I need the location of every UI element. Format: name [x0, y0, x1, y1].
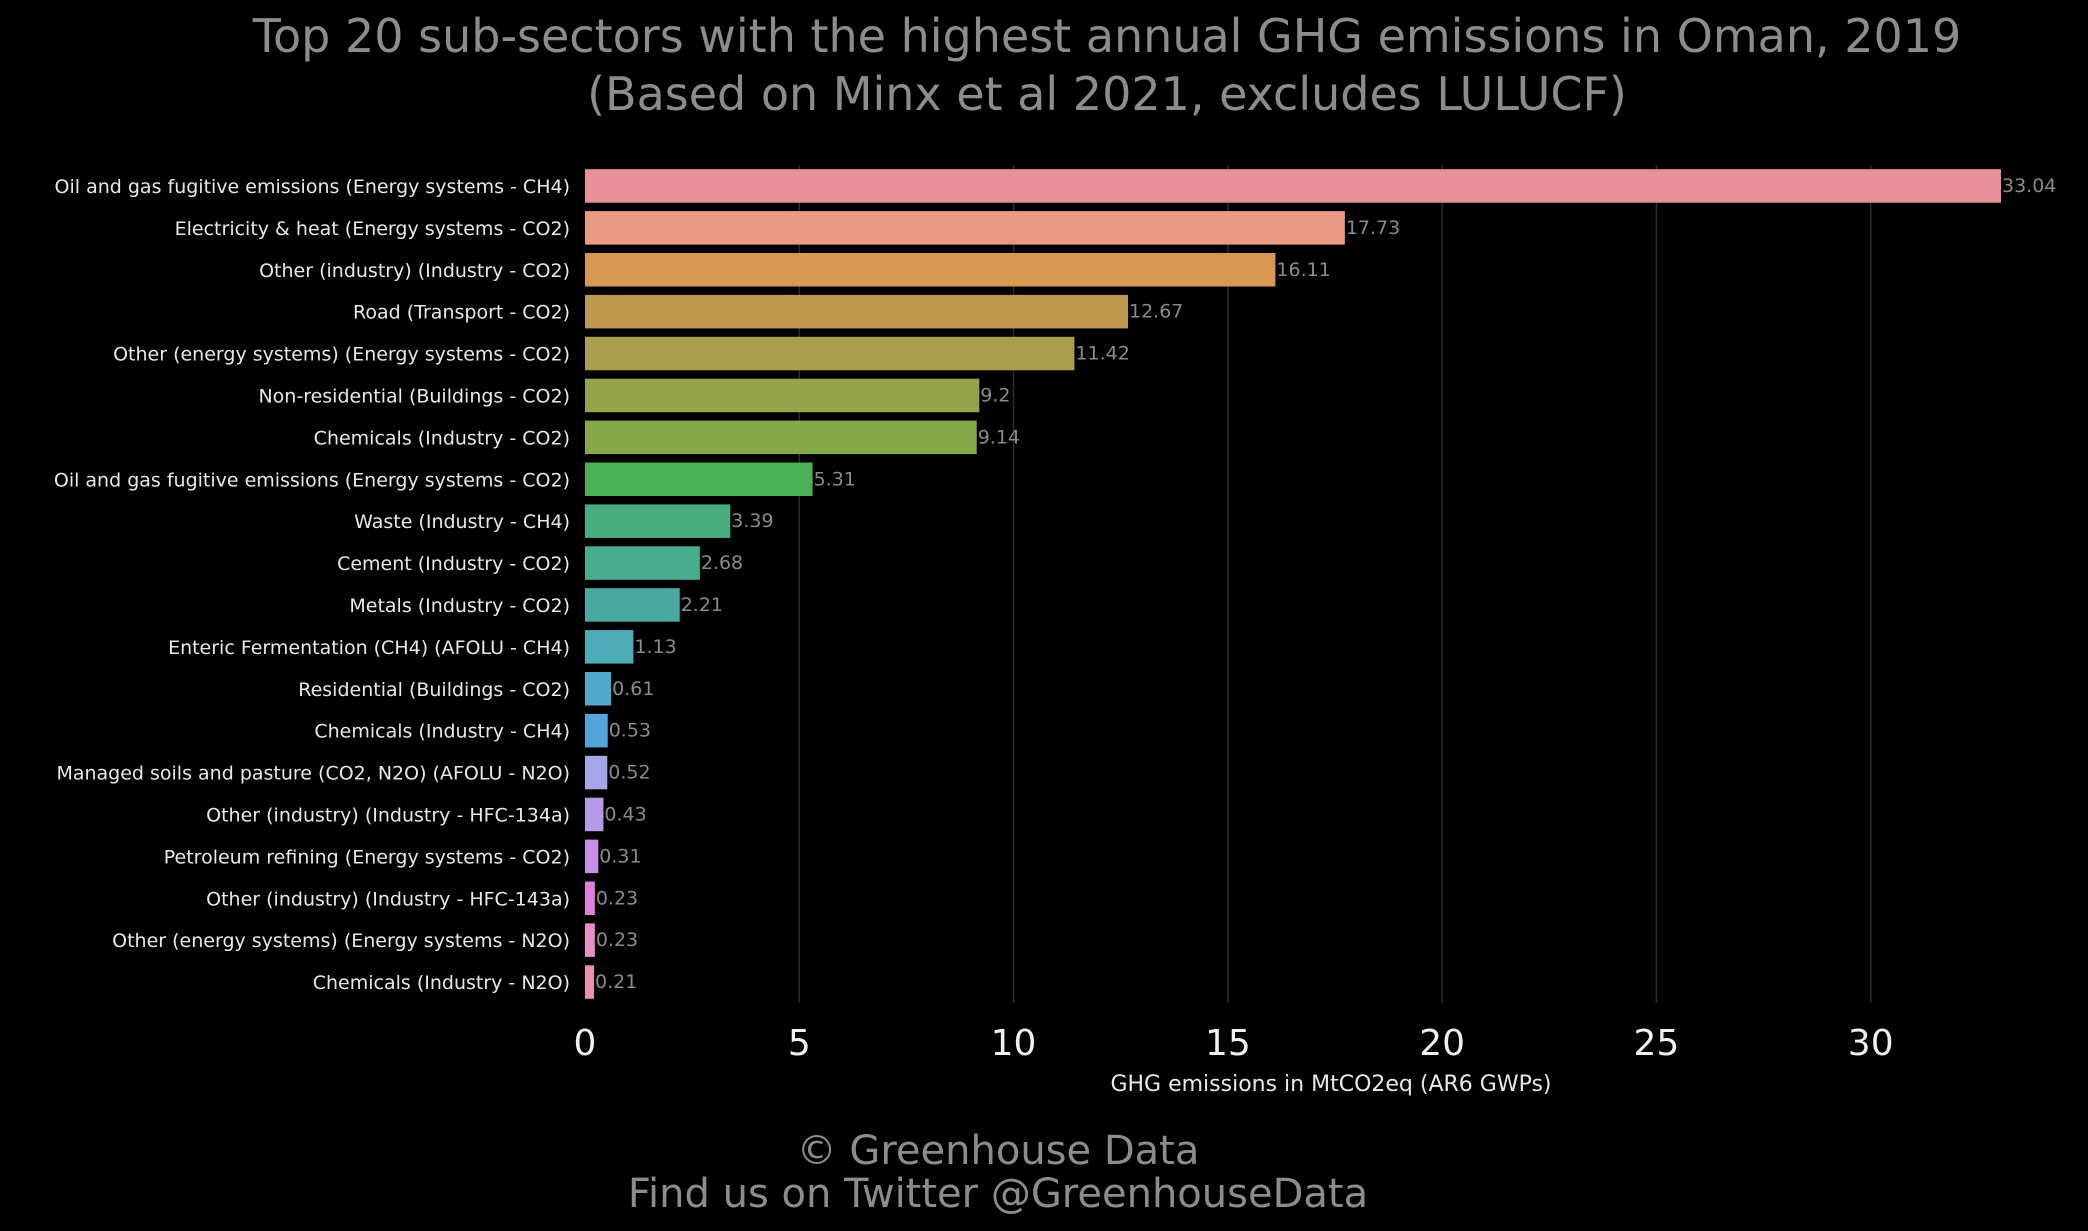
value-label-17: 0.23 — [596, 887, 638, 909]
category-label-1: Electricity & heat (Energy systems - CO2… — [175, 218, 570, 240]
bar-5 — [585, 378, 980, 413]
bar-11 — [585, 630, 634, 664]
gridlines — [798, 165, 1872, 1003]
value-label-3: 12.67 — [1129, 301, 1183, 323]
value-label-9: 2.68 — [701, 552, 743, 574]
category-label-15: Other (industry) (Industry - HFC-134a) — [206, 804, 570, 826]
category-label-2: Other (industry) (Industry - CO2) — [259, 260, 570, 282]
bar-3 — [585, 294, 1128, 329]
value-label-15: 0.43 — [604, 803, 646, 825]
x-tick-label-3: 15 — [1205, 1023, 1251, 1064]
value-label-6: 9.14 — [978, 426, 1020, 448]
bar-2 — [585, 252, 1276, 287]
category-label-16: Petroleum refining (Energy systems - CO2… — [164, 846, 570, 868]
bar-7 — [585, 462, 813, 497]
category-label-10: Metals (Industry - CO2) — [349, 595, 570, 617]
category-label-17: Other (industry) (Industry - HFC-143a) — [206, 888, 570, 910]
value-label-16: 0.31 — [599, 845, 641, 867]
value-label-1: 17.73 — [1346, 217, 1400, 239]
chart-title-line-2: (Based on Minx et al 2021, excludes LULU… — [587, 67, 1627, 121]
category-label-19: Chemicals (Industry - N2O) — [313, 972, 570, 994]
bar-6 — [585, 420, 977, 455]
bar-17 — [585, 881, 595, 916]
value-label-11: 1.13 — [634, 636, 676, 658]
category-label-4: Other (energy systems) (Energy systems -… — [113, 344, 570, 366]
bar-14 — [585, 755, 608, 790]
category-label-8: Waste (Industry - CH4) — [354, 511, 570, 533]
value-label-7: 5.31 — [814, 468, 856, 490]
bar-0 — [585, 169, 2001, 203]
category-label-7: Oil and gas fugitive emissions (Energy s… — [54, 469, 570, 491]
category-label-14: Managed soils and pasture (CO2, N2O) (AF… — [56, 763, 570, 785]
category-label-9: Cement (Industry - CO2) — [337, 553, 570, 575]
value-label-12: 0.61 — [612, 678, 654, 700]
bar-12 — [585, 671, 612, 706]
value-label-8: 3.39 — [731, 510, 773, 532]
value-label-2: 16.11 — [1276, 259, 1330, 281]
bar-13 — [585, 713, 608, 748]
value-label-4: 11.42 — [1075, 343, 1129, 365]
bar-1 — [585, 211, 1345, 245]
bar-4 — [585, 336, 1075, 371]
value-label-10: 2.21 — [681, 594, 723, 616]
x-tick-label-2: 10 — [991, 1023, 1037, 1064]
value-label-0: 33.04 — [2002, 175, 2056, 197]
twitter-credit: Find us on Twitter @GreenhouseData — [628, 1171, 1368, 1217]
bar-18 — [585, 923, 595, 957]
chart-title-line-1: Top 20 sub-sectors with the highest annu… — [252, 9, 1962, 63]
value-label-13: 0.53 — [609, 720, 651, 742]
bar-19 — [585, 965, 594, 999]
value-label-5: 9.2 — [980, 384, 1010, 406]
bar-15 — [585, 797, 604, 832]
category-label-3: Road (Transport - CO2) — [353, 302, 570, 324]
bar-9 — [585, 546, 700, 580]
category-labels: Oil and gas fugitive emissions (Energy s… — [54, 176, 570, 994]
value-label-18: 0.23 — [596, 929, 638, 951]
bar-16 — [585, 839, 599, 874]
value-label-14: 0.52 — [608, 762, 650, 784]
category-label-5: Non-residential (Buildings - CO2) — [258, 385, 570, 407]
bar-8 — [585, 504, 731, 538]
category-label-12: Residential (Buildings - CO2) — [298, 679, 570, 701]
value-label-19: 0.21 — [595, 971, 637, 993]
x-axis-title: GHG emissions in MtCO2eq (AR6 GWPs) — [1110, 1072, 1551, 1097]
x-tick-label-0: 0 — [574, 1023, 597, 1064]
x-tick-label-6: 30 — [1848, 1023, 1894, 1064]
category-label-13: Chemicals (Industry - CH4) — [314, 721, 570, 743]
x-tick-label-5: 25 — [1634, 1023, 1680, 1064]
category-label-11: Enteric Fermentation (CH4) (AFOLU - CH4) — [168, 637, 570, 659]
category-label-18: Other (energy systems) (Energy systems -… — [112, 930, 570, 952]
x-tick-label-4: 20 — [1419, 1023, 1465, 1064]
category-label-0: Oil and gas fugitive emissions (Energy s… — [55, 176, 570, 198]
copyright-credit: © Greenhouse Data — [797, 1128, 1200, 1174]
x-axis-ticks: 0 5 10 15 20 25 30 — [574, 1023, 1894, 1064]
bars — [585, 169, 2001, 999]
category-label-6: Chemicals (Industry - CO2) — [314, 427, 570, 449]
x-tick-label-1: 5 — [788, 1023, 811, 1064]
bar-10 — [585, 588, 680, 622]
